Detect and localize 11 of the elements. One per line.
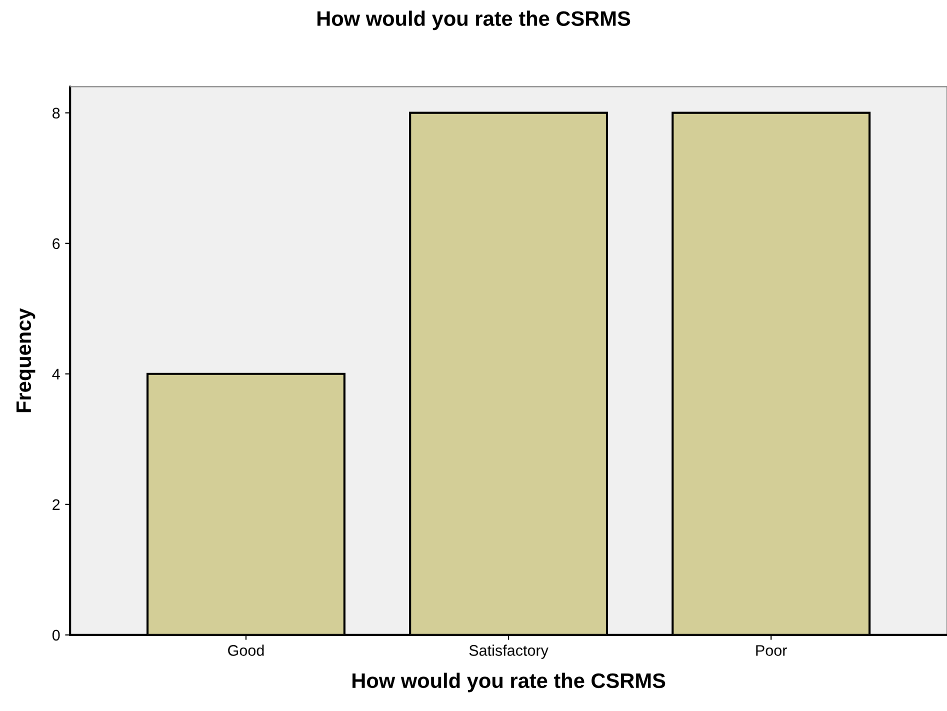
y-tick-label: 8 [52,108,60,119]
x-tick-label: Satisfactory [469,644,548,659]
y-tick-label: 2 [52,499,60,510]
y-tick-label: 6 [52,238,60,250]
x-axis-title: How would you rate the CSRMS [352,672,666,692]
y-tick-label: 0 [52,630,60,641]
chart-title: How would you rate the CSRMS [317,10,630,30]
y-axis-title: Frequency [16,308,36,412]
x-tick-label: Good [228,644,264,656]
y-tick-label: 4 [52,368,60,380]
x-tick-label: Poor [756,645,787,656]
